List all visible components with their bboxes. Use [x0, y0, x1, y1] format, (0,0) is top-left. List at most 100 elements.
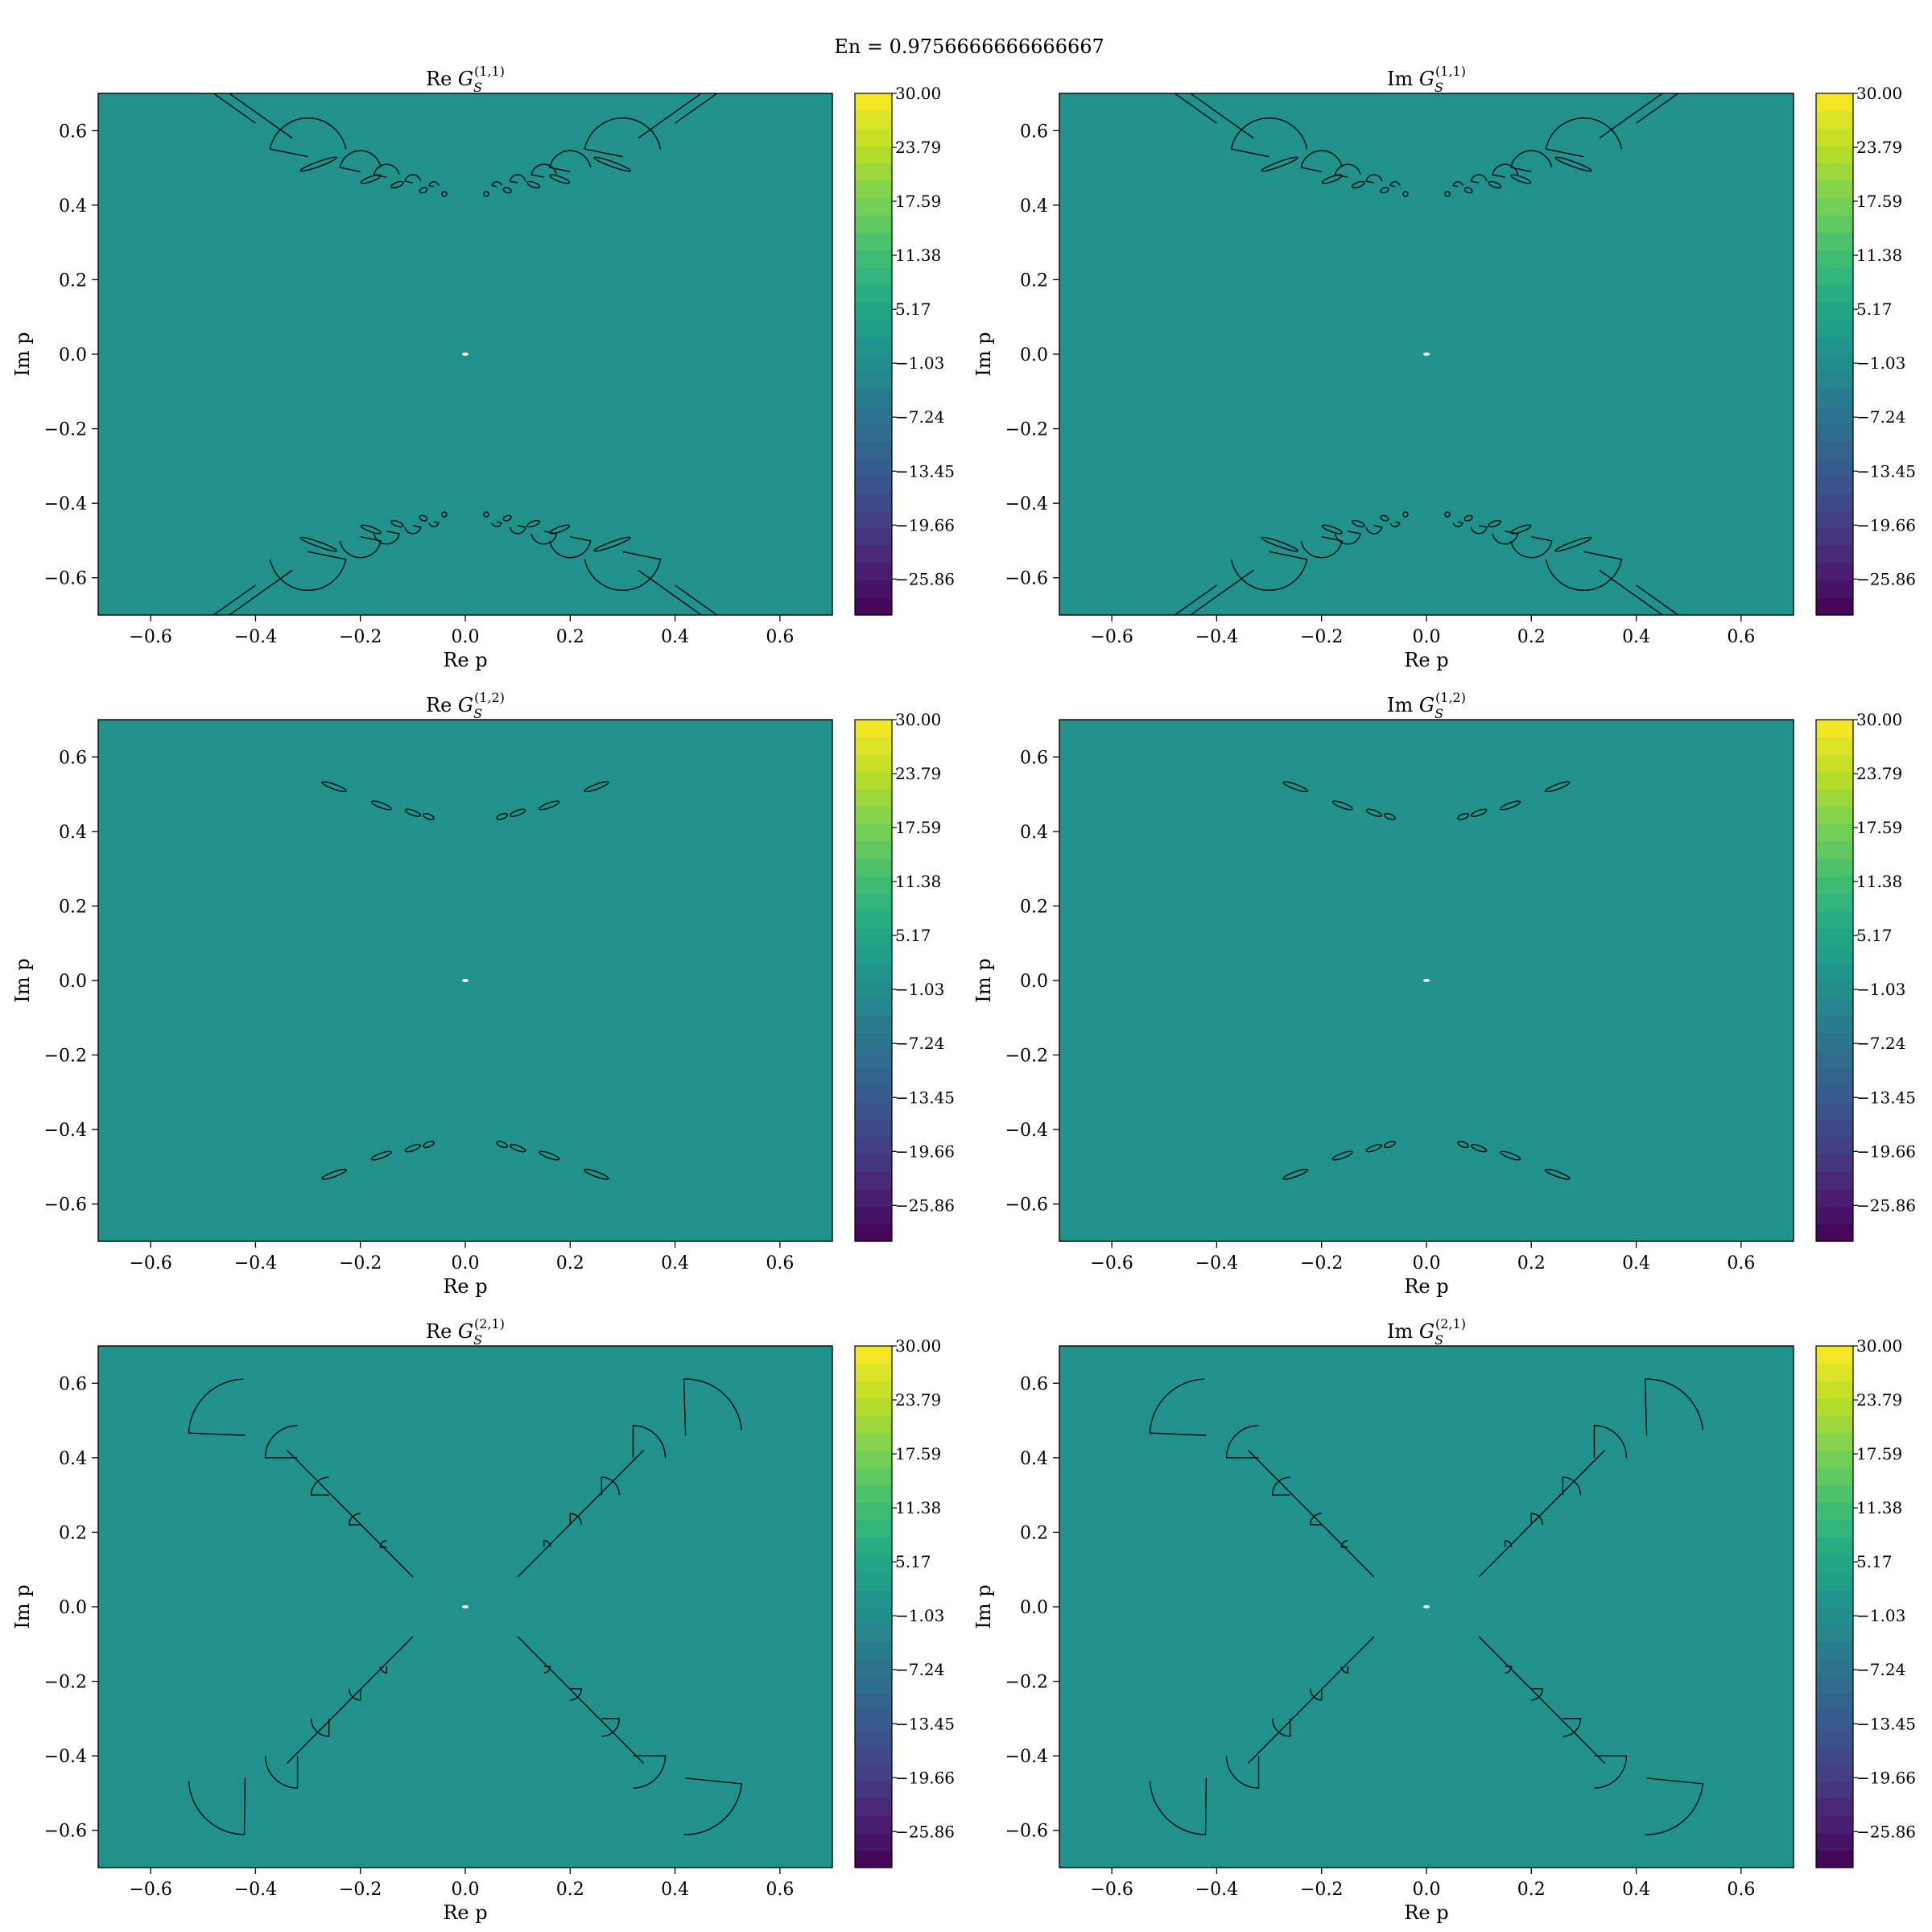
contour-blob: [441, 511, 448, 518]
contour-line: [569, 1513, 582, 1525]
colorbar-tick-label: −13.45: [1856, 1714, 1916, 1733]
colorbar-band: [855, 580, 892, 598]
contour-line: [1545, 551, 1623, 591]
contour-blob: [1402, 511, 1409, 518]
contour-line: [379, 1666, 387, 1674]
colorbar-band: [1816, 215, 1853, 233]
colorbar-band: [855, 1781, 892, 1799]
colorbar-band: [855, 789, 892, 807]
colorbar: 30.00 23.79 17.59 11.38 5.17 −1.03 −7.24 −13.45…: [854, 84, 955, 616]
contour-blob: [419, 187, 428, 194]
colorbar-band: [855, 441, 892, 460]
x-tick-label: −0.2: [1300, 1253, 1343, 1274]
contour-line: [1389, 181, 1401, 188]
colorbar-tick-label: 5.17: [1856, 299, 1893, 319]
title-subscript: S: [473, 706, 482, 721]
title-superscript: (1,1): [474, 64, 505, 79]
colorbar-band: [855, 215, 892, 233]
x-tick-label: 0.0: [452, 1880, 480, 1900]
y-tick-label: −0.2: [44, 1046, 87, 1067]
colorbar-band: [855, 1415, 892, 1434]
contour-line: [1452, 181, 1463, 188]
colorbar-tick-label: 30.00: [895, 84, 941, 103]
colorbar-band: [855, 928, 892, 947]
title-subscript: S: [1435, 80, 1443, 95]
panel-title: Im GS(2,1): [1387, 1316, 1466, 1348]
contour-blob: [526, 520, 540, 528]
y-tick-label: −0.6: [44, 569, 87, 589]
colorbar-band: [855, 545, 892, 564]
contour-line: [1174, 93, 1217, 124]
x-tick-label: 0.6: [1727, 1253, 1755, 1274]
colorbar-band: [855, 476, 892, 494]
contour-line: [1334, 163, 1361, 178]
x-tick-label: −0.6: [129, 627, 171, 647]
colorbar-tick-label: 11.38: [1856, 246, 1902, 265]
colorbar-band: [855, 754, 892, 773]
title-prefix: Im: [1387, 694, 1419, 716]
contour-line: [1452, 521, 1463, 527]
colorbar-tick-label: −19.66: [895, 515, 955, 535]
y-tick-label: −0.2: [1005, 420, 1048, 440]
contour-line: [584, 118, 662, 158]
colorbar-band: [855, 1050, 892, 1068]
contour-blob: [423, 812, 435, 820]
colorbar-band: [1816, 528, 1853, 547]
colorbar-band: [1816, 336, 1853, 355]
colorbar-band: [1816, 1171, 1853, 1190]
colorbar-band: [1816, 1850, 1853, 1868]
contour-blob: [370, 800, 392, 811]
colorbar-band: [855, 1154, 892, 1173]
contour-line: [404, 525, 422, 535]
colorbar-band: [1816, 580, 1853, 598]
title-symbol: G: [1419, 694, 1435, 716]
contour-blob: [1331, 800, 1353, 811]
colorbar-tick-label: 30.00: [1856, 84, 1902, 103]
contour-blob: [496, 812, 508, 820]
title-superscript: (2,1): [1435, 1316, 1466, 1331]
colorbar-frame: [854, 1345, 893, 1868]
colorbar-band: [855, 510, 892, 529]
contour-blob: [1444, 191, 1451, 197]
colorbar-tick-label: −19.66: [1856, 1141, 1916, 1161]
colorbar-band: [855, 145, 892, 163]
colorbar-band: [1816, 1154, 1853, 1173]
colorbar-band: [1816, 476, 1853, 494]
panel-2: Im GS(1,1) −0.6 −0.4 −0.2 0.0 0.2 0.4 0.6 0.6 0.4…: [972, 64, 1916, 671]
colorbar-band: [855, 232, 892, 250]
colorbar: 30.00 23.79 17.59 11.38 5.17 −1.03 −7.24 −13.45…: [1815, 84, 1916, 616]
colorbar-band: [1816, 841, 1853, 860]
contour-blob: [1331, 1150, 1353, 1161]
colorbar-band: [1816, 1676, 1853, 1695]
contour-line: [269, 118, 347, 158]
contour-line: [1470, 174, 1488, 184]
colorbar-band: [855, 1484, 892, 1503]
contour-blob: [593, 536, 631, 552]
colorbar: 30.00 23.79 17.59 11.38 5.17 −1.03 −7.24 −13.45…: [854, 710, 955, 1242]
colorbar-band: [1816, 1050, 1853, 1068]
colorbar-band: [1816, 1224, 1853, 1242]
colorbar-tick-label: 5.17: [895, 926, 931, 945]
contour-line: [310, 1476, 329, 1496]
x-tick-label: 0.6: [766, 1880, 794, 1900]
contour-blob: [390, 520, 404, 528]
y-tick-label: 0.0: [59, 345, 87, 365]
panel-6: Im GS(2,1) −0.6 −0.4 −0.2 0.0 0.2 0.4 0.6 0.6 0.4…: [972, 1316, 1916, 1924]
colorbar-band: [1816, 1363, 1853, 1381]
colorbar-band: [1816, 910, 1853, 929]
contour-group: [213, 93, 718, 616]
contour-line: [1593, 1425, 1628, 1458]
y-tick-label: 0.6: [59, 1374, 87, 1394]
x-tick-label: −0.2: [1300, 627, 1343, 647]
colorbar-tick-label: −19.66: [895, 1768, 955, 1787]
y-tick-label: 0.4: [1020, 1449, 1048, 1469]
contour-line: [1225, 1425, 1259, 1459]
colorbar-band: [855, 1119, 892, 1137]
colorbar-band: [1816, 1206, 1853, 1224]
colorbar-band: [1816, 771, 1853, 790]
colorbar-tick-label: −25.86: [1856, 1822, 1916, 1841]
contour-line: [491, 181, 502, 188]
x-tick-label: −0.2: [1300, 1880, 1343, 1900]
contour-line: [1636, 584, 1679, 616]
colorbar-tick-label: −25.86: [895, 569, 955, 588]
